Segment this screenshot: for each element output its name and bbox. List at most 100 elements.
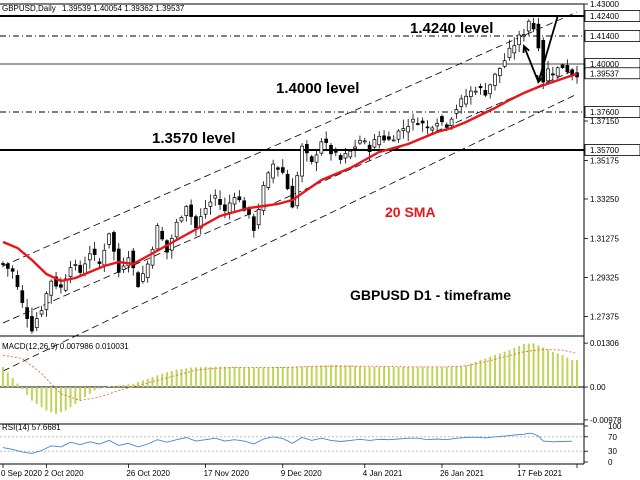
candle [184, 205, 189, 222]
candle [300, 143, 304, 183]
candle [546, 61, 550, 83]
time-tick-label: 9 Dec 2020 [281, 469, 322, 478]
candle-body [449, 118, 454, 126]
macd-bar [494, 355, 496, 388]
candle [459, 94, 464, 114]
candle [44, 291, 49, 317]
macd-bar [137, 382, 140, 388]
macd-bar [161, 373, 164, 388]
candle [473, 86, 478, 96]
price-marker-label: 1.41400 [590, 32, 619, 41]
candle-body [194, 216, 198, 229]
macd-signal-path [2, 348, 578, 401]
candle [560, 63, 565, 70]
macd-bar [339, 365, 342, 388]
macd-bar [40, 387, 43, 408]
candle [411, 113, 415, 131]
price-marker-label: 1.42400 [590, 12, 619, 21]
candle-body [377, 135, 382, 146]
macd-bar [479, 360, 482, 388]
candle [387, 131, 391, 142]
candle [305, 140, 309, 162]
candle-body [459, 98, 464, 107]
candle-body [145, 263, 150, 278]
candle-body [73, 264, 78, 266]
macd-bar [267, 367, 270, 388]
macd-bar [238, 367, 241, 388]
macd-bar [450, 366, 453, 388]
macd-bar [349, 365, 352, 388]
macd-bar [2, 366, 4, 388]
rsi-tick-label: 30 [608, 447, 617, 456]
candle-body [189, 204, 193, 217]
candle-body [512, 45, 517, 54]
candle-body [131, 250, 136, 269]
macd-bar [185, 368, 188, 388]
macd-bar [93, 387, 96, 391]
candle-body [372, 139, 377, 148]
candle [396, 129, 401, 143]
rsi-levels [0, 436, 584, 452]
macd-bar [436, 366, 439, 388]
candle-body [87, 253, 92, 261]
macd-bar [387, 366, 390, 388]
candle [189, 199, 193, 225]
candle-body [546, 68, 550, 82]
macd-bar [281, 366, 284, 388]
candle-body [223, 204, 227, 212]
candle-body [25, 307, 29, 319]
macd-bar [325, 365, 328, 388]
macd-histogram [2, 343, 578, 414]
candle-body [555, 67, 560, 77]
candle [97, 258, 102, 268]
rsi-title: RSI(14) 57.6681 [2, 423, 61, 432]
candle [290, 178, 295, 209]
candle [208, 194, 213, 215]
macd-bar [272, 367, 275, 388]
candle [136, 270, 140, 289]
macd-bar [228, 366, 231, 388]
rsi-axis: 100 70 30 0 [584, 422, 622, 467]
macd-panel: 0.01306 0.00 -0.00978 [0, 339, 622, 425]
price-marker-label: 1.35700 [590, 146, 619, 155]
candle [319, 138, 324, 156]
candle-body [15, 275, 20, 288]
candle [116, 243, 121, 278]
price-tick-label: 1.31275 [590, 235, 619, 244]
macd-bar [378, 366, 381, 388]
candle-body [5, 263, 10, 269]
candle [348, 149, 353, 160]
candle [251, 213, 256, 238]
candle [329, 143, 333, 161]
timeframe-label: GBPUSD D1 - timeframe [350, 287, 511, 303]
candle [314, 149, 319, 172]
macd-title: MACD(12,26,9) 0.007986 0.010031 [2, 342, 129, 351]
candle-body [126, 257, 131, 267]
candle [502, 53, 507, 69]
candle [464, 88, 468, 108]
candle-body [44, 293, 49, 310]
candle [324, 131, 329, 150]
macd-bar [305, 366, 308, 388]
macd-bar [79, 387, 82, 401]
macd-bar [190, 367, 193, 388]
candle-body [266, 172, 271, 188]
channel-upper-line [2, 11, 578, 267]
candle [78, 260, 83, 278]
macd-bar [108, 386, 111, 388]
sma-20-label: 20 SMA [385, 204, 436, 220]
candle [203, 200, 208, 219]
time-tick-label: 4 Jan 2021 [363, 469, 403, 478]
candle-body [536, 23, 541, 49]
candle [497, 67, 502, 84]
macd-bar [50, 387, 53, 413]
ohlc-readout: 1.39539 1.40054 1.39362 1.39537 [62, 4, 185, 13]
macd-bar [484, 358, 487, 388]
macd-bar [397, 366, 400, 388]
macd-bar [576, 360, 578, 388]
candle [15, 270, 20, 290]
candle-body [420, 120, 425, 124]
candle [406, 118, 411, 142]
macd-bar [542, 347, 545, 388]
candle-body [333, 150, 338, 153]
